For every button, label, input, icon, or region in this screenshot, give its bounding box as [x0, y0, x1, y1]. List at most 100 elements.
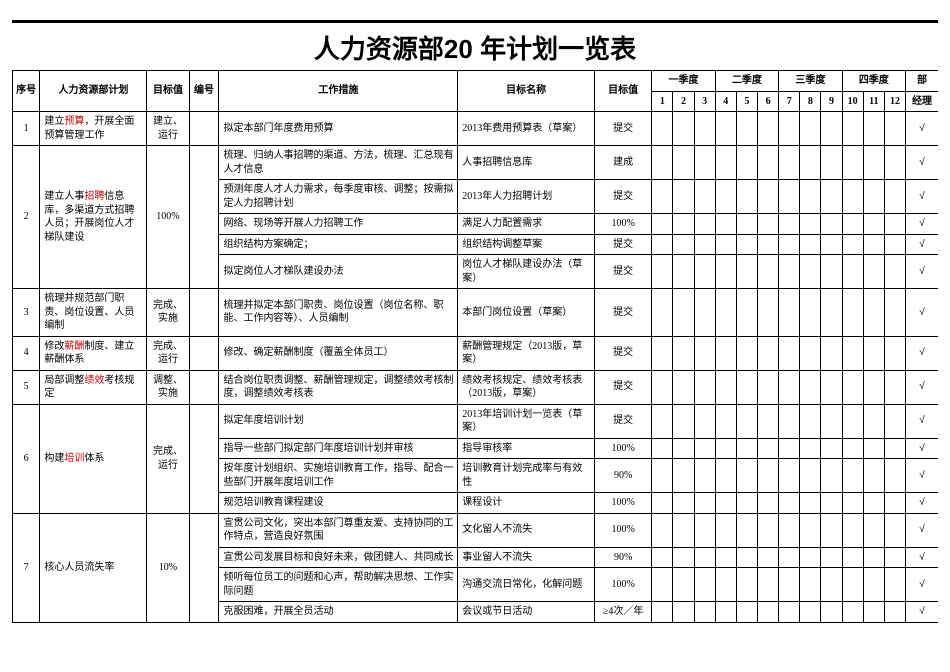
cell-month	[715, 568, 736, 602]
cell-target-name: 人事招聘信息库	[458, 146, 595, 180]
cell-month	[800, 493, 821, 514]
cell-month	[736, 513, 757, 547]
cell-month	[842, 568, 863, 602]
cell-month	[715, 370, 736, 404]
cell-month	[842, 146, 863, 180]
cell-no	[189, 513, 219, 622]
cell-month	[673, 438, 694, 459]
cell-plan: 核心人员流失率	[40, 513, 147, 622]
cell-month	[821, 289, 842, 337]
cell-seq: 7	[13, 513, 40, 622]
cell-month	[715, 602, 736, 623]
cell-measure: 宣贯公司文化，突出本部门尊重友爱、支持协同的工作特点，营造良好氛围	[219, 513, 458, 547]
th-m3: 3	[694, 91, 715, 112]
cell-target2: 100%	[595, 513, 652, 547]
cell-month	[694, 289, 715, 337]
cell-month	[652, 180, 673, 214]
cell-month	[863, 459, 884, 493]
cell-month	[884, 112, 905, 146]
cell-target-name: 满足人力配置需求	[458, 214, 595, 235]
cell-plan: 梳理并规范部门职责、岗位设置、人员编制	[40, 289, 147, 337]
cell-target2: 提交	[595, 234, 652, 255]
cell-month	[884, 438, 905, 459]
cell-measure: 拟定年度培训计划	[219, 404, 458, 438]
cell-month	[779, 513, 800, 547]
cell-month	[884, 180, 905, 214]
cell-manager-check: √	[906, 146, 938, 180]
cell-month	[758, 180, 779, 214]
cell-manager-check: √	[906, 404, 938, 438]
cell-month	[884, 568, 905, 602]
cell-target1: 10%	[147, 513, 189, 622]
cell-month	[652, 336, 673, 370]
th-resp-partial: 部	[906, 71, 938, 92]
cell-measure: 拟定本部门年度费用预算	[219, 112, 458, 146]
cell-month	[842, 513, 863, 547]
cell-month	[715, 336, 736, 370]
cell-month	[758, 146, 779, 180]
cell-manager-check: √	[906, 336, 938, 370]
cell-seq: 3	[13, 289, 40, 337]
cell-month	[842, 602, 863, 623]
cell-month	[652, 370, 673, 404]
cell-target-name: 绩效考核规定、绩效考核表（2013版，草案）	[458, 370, 595, 404]
cell-target-name: 沟通交流日常化，化解问题	[458, 568, 595, 602]
table-row: 7核心人员流失率10%宣贯公司文化，突出本部门尊重友爱、支持协同的工作特点，营造…	[13, 513, 939, 547]
cell-month	[779, 404, 800, 438]
cell-month	[715, 404, 736, 438]
cell-month	[694, 112, 715, 146]
cell-month	[863, 568, 884, 602]
cell-month	[884, 234, 905, 255]
cell-month	[863, 289, 884, 337]
cell-month	[694, 438, 715, 459]
cell-month	[863, 404, 884, 438]
cell-manager-check: √	[906, 513, 938, 547]
cell-month	[800, 214, 821, 235]
cell-month	[884, 404, 905, 438]
cell-month	[652, 513, 673, 547]
cell-month	[652, 438, 673, 459]
cell-month	[800, 255, 821, 289]
cell-target1: 完成、运行	[147, 336, 189, 370]
cell-month	[884, 513, 905, 547]
cell-target2: 100%	[595, 493, 652, 514]
cell-no	[189, 289, 219, 337]
cell-month	[842, 234, 863, 255]
table-row: 2建立人事招聘信息库，多渠道方式招聘人员；开展岗位人才梯队建设100%梳理、归纳…	[13, 146, 939, 180]
cell-month	[673, 370, 694, 404]
cell-month	[800, 568, 821, 602]
cell-month	[694, 459, 715, 493]
cell-month	[758, 214, 779, 235]
cell-measure: 修改、确定薪酬制度（覆盖全体员工）	[219, 336, 458, 370]
cell-month	[821, 459, 842, 493]
table-row: 5局部调整绩效考核规定调整、实施结合岗位职责调整、薪酬管理规定，调整绩效考核制度…	[13, 370, 939, 404]
cell-month	[652, 547, 673, 568]
th-measure: 工作措施	[219, 71, 458, 112]
cell-month	[779, 180, 800, 214]
cell-target1: 建立、运行	[147, 112, 189, 146]
cell-target2: 90%	[595, 459, 652, 493]
cell-month	[673, 459, 694, 493]
cell-month	[779, 336, 800, 370]
cell-manager-check: √	[906, 214, 938, 235]
th-plan: 人力资源部计划	[40, 71, 147, 112]
cell-month	[800, 289, 821, 337]
cell-month	[736, 404, 757, 438]
th-no: 编号	[189, 71, 219, 112]
cell-target2: 提交	[595, 255, 652, 289]
cell-month	[736, 438, 757, 459]
cell-month	[779, 547, 800, 568]
cell-month	[800, 180, 821, 214]
cell-month	[884, 336, 905, 370]
cell-month	[736, 336, 757, 370]
cell-month	[884, 370, 905, 404]
cell-seq: 1	[13, 112, 40, 146]
cell-month	[694, 547, 715, 568]
cell-month	[842, 180, 863, 214]
cell-month	[652, 602, 673, 623]
cell-month	[821, 214, 842, 235]
page-title: 人力资源部20 年计划一览表	[12, 29, 938, 66]
cell-month	[800, 112, 821, 146]
cell-target2: ≥4次／年	[595, 602, 652, 623]
cell-month	[694, 568, 715, 602]
